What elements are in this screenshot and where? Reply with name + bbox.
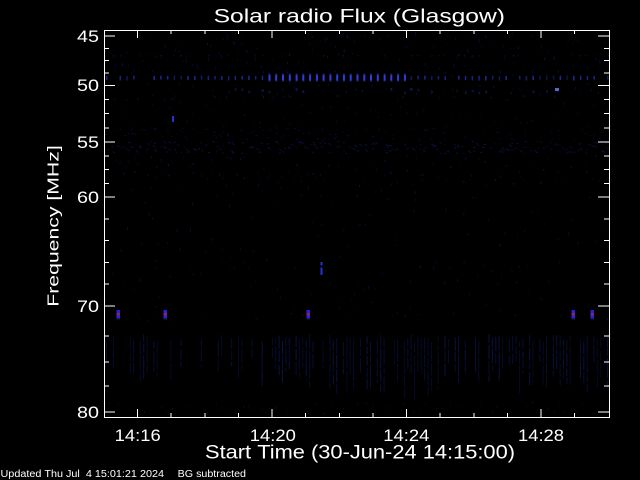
svg-text:Frequency [MHz]: Frequency [MHz] — [46, 145, 63, 307]
svg-text:Start Time (30-Jun-24 14:15:00: Start Time (30-Jun-24 14:15:00) — [205, 441, 515, 463]
svg-text:14:16: 14:16 — [115, 426, 161, 445]
svg-text:14:28: 14:28 — [518, 426, 564, 445]
svg-text:80: 80 — [77, 403, 99, 422]
svg-text:50: 50 — [77, 76, 99, 95]
svg-text:55: 55 — [77, 133, 99, 152]
svg-text:70: 70 — [77, 297, 99, 316]
svg-text:Updated Thu Jul 4 15:01:21 20: Updated Thu Jul 4 15:01:21 2024 — [1, 469, 165, 480]
svg-text:45: 45 — [77, 27, 99, 46]
svg-text:14:24: 14:24 — [383, 426, 429, 445]
svg-text:BG subtracted: BG subtracted — [178, 469, 246, 480]
svg-text:60: 60 — [77, 188, 99, 207]
svg-text:14:20: 14:20 — [250, 426, 296, 445]
svg-text:Solar radio Flux (Glasgow): Solar radio Flux (Glasgow) — [214, 5, 505, 27]
